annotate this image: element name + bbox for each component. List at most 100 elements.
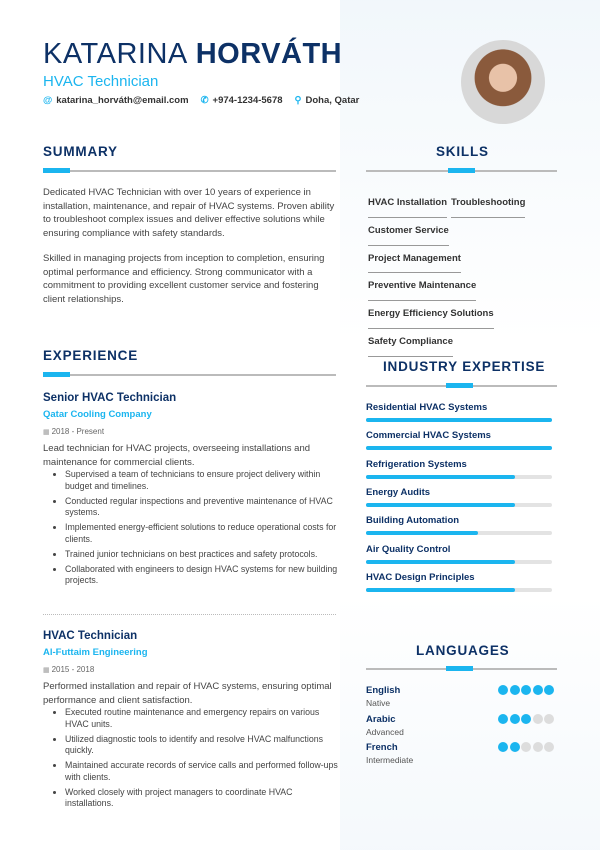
language-item: Arabic Advanced (366, 713, 554, 737)
expertise-bar-fill (366, 587, 515, 592)
level-dot (532, 713, 543, 724)
bullet: Trained junior technicians on best pract… (65, 549, 339, 561)
expertise-bar (366, 502, 552, 507)
expertise-bar (366, 418, 552, 422)
level-dot (509, 742, 520, 752)
expertise-rule (366, 383, 557, 388)
expertise-label: Commercial HVAC Systems (366, 430, 491, 442)
expertise-bar (366, 446, 552, 451)
bullet: Conducted regular inspections and preven… (65, 496, 339, 519)
skills-heading: SKILLS (436, 144, 489, 159)
skills-rule (366, 168, 557, 173)
language-rating (498, 685, 554, 695)
phone-icon: ✆ (200, 95, 209, 106)
language-level: Native (366, 698, 391, 708)
bullet: Executed routine maintenance and emergen… (65, 707, 339, 730)
level-dot (544, 742, 554, 752)
expertise-item: Refrigeration Systems (366, 459, 552, 479)
summary-heading: SUMMARY (43, 144, 118, 159)
level-dot (509, 685, 520, 695)
at-icon: @ (43, 95, 53, 106)
location-pin-icon: ⚲ (294, 95, 302, 106)
contact-info: @ katarina_horváth@email.com ✆ +974-1234-5… (43, 95, 359, 106)
divider (43, 614, 336, 615)
expertise-bar (366, 531, 552, 536)
summary-paragraph: Skilled in managing projects from incept… (43, 253, 325, 305)
expertise-item: Air Quality Control (366, 544, 552, 564)
experience-rule (43, 372, 336, 377)
job-entry: Senior HVAC Technician Qatar Cooling Com… (43, 392, 339, 590)
expertise-label: Energy Audits (366, 486, 431, 498)
expertise-label: Residential HVAC Systems (366, 402, 488, 413)
skill-tag: Preventive Maintenance (368, 275, 477, 302)
job-bullets: Supervised a team of technicians to ensu… (43, 469, 339, 587)
bullet: Implemented energy-efficient solutions t… (65, 522, 339, 545)
expertise-bar-fill (366, 502, 515, 507)
expertise-bar (366, 559, 552, 564)
level-dot (498, 713, 508, 724)
expertise-item: Commercial HVAC Systems (366, 430, 552, 451)
skill-tag: Energy Efficiency Solutions (368, 303, 494, 329)
skills-list: HVAC Installation Troubleshooting Custome… (368, 190, 558, 357)
expertise-bar-fill (366, 531, 478, 536)
level-dot (498, 742, 508, 752)
language-name: French (366, 742, 398, 753)
level-dot (544, 713, 554, 724)
bullet: Maintained accurate records of service c… (65, 760, 339, 783)
level-dot (521, 685, 531, 695)
language-name: Arabic (366, 713, 396, 725)
level-dot (521, 713, 531, 724)
level-dot (498, 685, 508, 695)
language-level: Intermediate (366, 755, 414, 765)
skill-tag: Troubleshooting (451, 192, 526, 218)
level-dot (509, 713, 520, 724)
expertise-bar-fill (366, 474, 515, 479)
bullet: Supervised a team of technicians to ensu… (65, 469, 339, 492)
job-description: Lead technician for HVAC projects, overs… (43, 443, 311, 468)
job-description: Performed installation and repair of HVA… (43, 681, 332, 706)
bullet: Utilized diagnostic tools to identify an… (65, 734, 339, 757)
language-level: Advanced (366, 726, 404, 737)
level-dot (544, 685, 554, 695)
email[interactable]: katarina_horváth@email.com (56, 95, 189, 106)
job-dates: 2018 - Present (43, 427, 339, 436)
candidate-name: KATARINA HORVÁTH (43, 38, 343, 70)
languages-rule (366, 666, 557, 671)
bullet: Collaborated with engineers to design HV… (65, 564, 339, 587)
expertise-label: HVAC Design Principles (366, 571, 475, 583)
job-bullets: Executed routine maintenance and emergen… (43, 707, 339, 810)
expertise-bar-fill (366, 446, 552, 451)
expertise-item: HVAC Design Principles (366, 572, 552, 592)
language-rating (498, 713, 554, 724)
location: Doha, Qatar (305, 95, 360, 106)
job-entry: HVAC Technician Al-Futtaim Engineering 2… (43, 630, 339, 813)
expertise-bar (366, 587, 552, 592)
expertise-label: Air Quality Control (366, 543, 451, 555)
job-title: Senior HVAC Technician (43, 392, 177, 404)
expertise-bar-fill (366, 418, 552, 422)
expertise-bar-fill (366, 559, 515, 564)
bullet: Worked closely with project managers to … (65, 787, 339, 810)
expertise-label: Building Automation (366, 515, 460, 527)
level-dot (532, 742, 543, 752)
phone: +974-1234-5678 (212, 95, 283, 106)
expertise-bar (366, 474, 552, 479)
expertise-item: Residential HVAC Systems (366, 402, 552, 422)
language-name: English (366, 685, 401, 696)
expertise-heading: INDUSTRY EXPERTISE (383, 359, 546, 374)
job-title: HVAC Technician (43, 630, 138, 642)
experience-heading: EXPERIENCE (43, 348, 139, 363)
skill-tag: Safety Compliance (368, 331, 453, 357)
background-shade (340, 0, 600, 850)
job-dates: 2015 - 2018 (43, 665, 339, 674)
language-rating (498, 742, 554, 752)
level-dot (532, 685, 543, 695)
company-name: Qatar Cooling Company (43, 409, 152, 420)
language-item: English Native (366, 685, 554, 708)
skill-tag: HVAC Installation (368, 192, 447, 218)
job-title: HVAC Technician (43, 73, 159, 90)
language-item: French Intermediate (366, 742, 554, 765)
skill-tag: Project Management (368, 248, 461, 274)
languages-heading: LANGUAGES (416, 643, 510, 658)
summary-paragraph: Dedicated HVAC Technician with over 10 y… (43, 187, 335, 239)
